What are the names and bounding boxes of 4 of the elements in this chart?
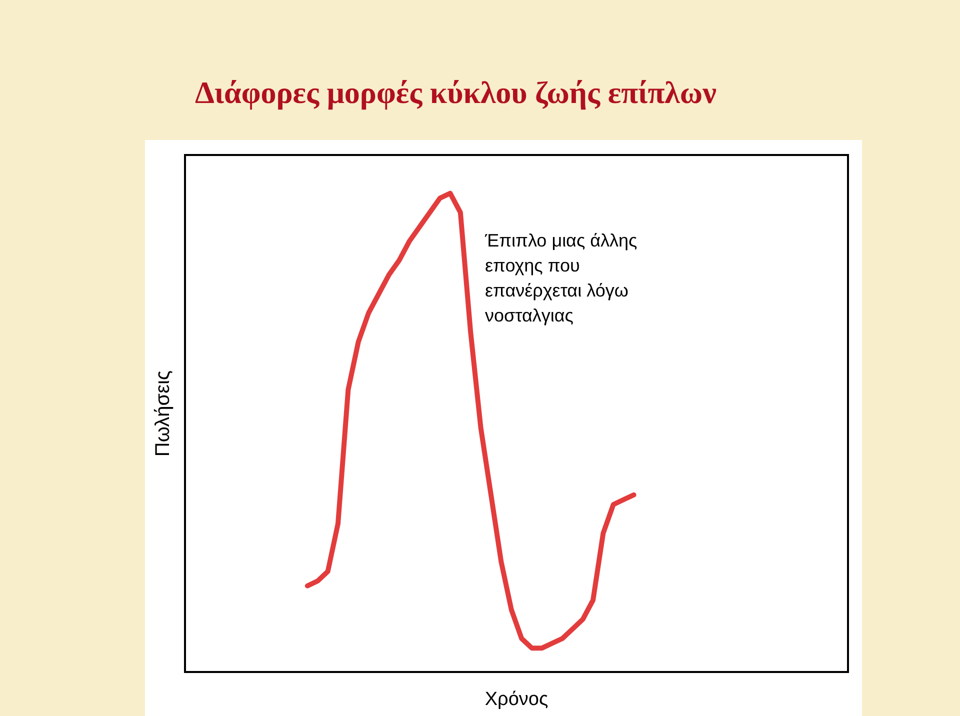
x-axis-title: Χρόνος [484, 689, 548, 710]
annotation: Έπιπλο μιας άλλης εποχης που επανέρχεται λόγω νοσταλγιας [484, 230, 642, 326]
y-axis-title: Πωλήσεις [152, 370, 174, 457]
chart-title: Διάφορες μορφές κύκλου ζωής επίπλων [195, 75, 717, 110]
